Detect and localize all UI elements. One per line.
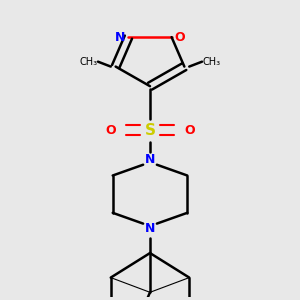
Text: CH₃: CH₃ <box>79 57 97 67</box>
Text: O: O <box>174 31 185 44</box>
Text: N: N <box>116 31 126 44</box>
Text: O: O <box>105 124 116 137</box>
Text: S: S <box>145 123 155 138</box>
Text: CH₃: CH₃ <box>203 57 221 67</box>
Text: N: N <box>145 153 155 166</box>
Text: N: N <box>145 222 155 235</box>
Text: O: O <box>184 124 195 137</box>
